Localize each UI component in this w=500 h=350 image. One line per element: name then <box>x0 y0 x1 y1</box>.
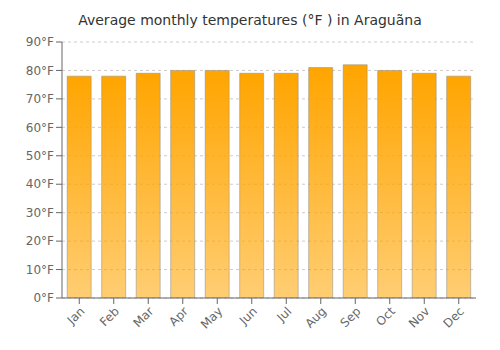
svg-text:10°F: 10°F <box>26 263 54 277</box>
html-text:Average monthly temperatures (: Average monthly temperatures (°F ) in Ar… <box>78 12 422 28</box>
svg-text:20°F: 20°F <box>26 234 54 248</box>
svg-text:Jun: Jun <box>236 304 260 328</box>
svg-text:Jul: Jul <box>274 304 295 325</box>
svg-text:Sep: Sep <box>337 304 363 330</box>
svg-text:60°F: 60°F <box>26 121 54 135</box>
svg-text:0°F: 0°F <box>33 291 54 305</box>
svg-text:Jan: Jan <box>64 304 88 328</box>
svg-text:80°F: 80°F <box>26 64 54 78</box>
svg-text:30°F: 30°F <box>26 206 54 220</box>
svg-text:Feb: Feb <box>97 304 122 329</box>
svg-text:Nov: Nov <box>406 304 432 330</box>
svg-text:May: May <box>198 304 225 331</box>
svg-text:90°F: 90°F <box>26 35 54 49</box>
svg-text:70°F: 70°F <box>26 92 54 106</box>
svg-text:Aug: Aug <box>302 304 328 330</box>
svg-text:Dec: Dec <box>441 304 467 330</box>
svg-text:Apr: Apr <box>166 304 191 329</box>
svg-text:50°F: 50°F <box>26 149 54 163</box>
svg-text:40°F: 40°F <box>26 177 54 191</box>
svg-text:Mar: Mar <box>130 304 156 330</box>
svg-text:Oct: Oct <box>373 304 398 329</box>
